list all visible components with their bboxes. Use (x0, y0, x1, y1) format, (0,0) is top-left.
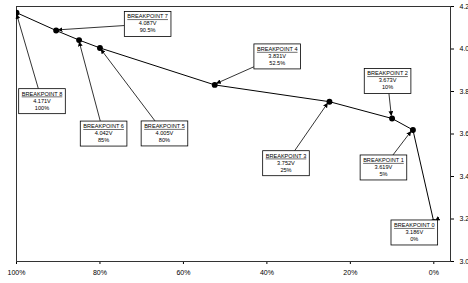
svg-text:60%: 60% (176, 269, 190, 276)
svg-text:5%: 5% (379, 171, 387, 177)
svg-text:4.2: 4.2 (460, 3, 468, 10)
svg-text:BREAKPOINT 1: BREAKPOINT 1 (363, 157, 404, 163)
svg-text:52.5%: 52.5% (269, 60, 285, 66)
svg-text:BREAKPOINT 0: BREAKPOINT 0 (394, 222, 435, 228)
svg-text:BREAKPOINT 8: BREAKPOINT 8 (22, 91, 63, 97)
svg-text:100%: 100% (35, 105, 49, 111)
svg-text:40%: 40% (260, 269, 274, 276)
svg-text:4.0: 4.0 (460, 45, 468, 52)
svg-text:BREAKPOINT 4: BREAKPOINT 4 (257, 46, 298, 52)
svg-text:4.042V: 4.042V (95, 130, 113, 136)
svg-text:3.186V: 3.186V (405, 229, 423, 235)
svg-text:BREAKPOINT 6: BREAKPOINT 6 (83, 123, 124, 129)
svg-text:80%: 80% (93, 269, 107, 276)
svg-text:100%: 100% (8, 269, 26, 276)
svg-text:BREAKPOINT 2: BREAKPOINT 2 (367, 70, 408, 76)
svg-text:4.171V: 4.171V (33, 98, 51, 104)
svg-text:10%: 10% (382, 84, 393, 90)
svg-text:BREAKPOINT 3: BREAKPOINT 3 (266, 153, 307, 159)
svg-text:BREAKPOINT 5: BREAKPOINT 5 (144, 123, 185, 129)
svg-text:90.5%: 90.5% (140, 27, 156, 33)
svg-text:80%: 80% (159, 137, 170, 143)
svg-text:3.752V: 3.752V (277, 160, 295, 166)
svg-text:20%: 20% (343, 269, 357, 276)
svg-text:3.831V: 3.831V (268, 53, 286, 59)
svg-text:3.8: 3.8 (460, 88, 468, 95)
svg-text:4.005V: 4.005V (156, 130, 174, 136)
svg-text:3.6: 3.6 (460, 130, 468, 137)
svg-text:0%: 0% (410, 236, 418, 242)
svg-text:3.673V: 3.673V (379, 77, 397, 83)
svg-text:3.0: 3.0 (460, 258, 468, 265)
svg-text:3.2: 3.2 (460, 215, 468, 222)
svg-text:3.619V: 3.619V (375, 164, 393, 170)
svg-text:3.4: 3.4 (460, 173, 468, 180)
svg-text:0%: 0% (429, 269, 439, 276)
svg-text:85%: 85% (98, 137, 109, 143)
svg-text:BREAKPOINT 7: BREAKPOINT 7 (127, 13, 168, 19)
svg-text:25%: 25% (280, 167, 291, 173)
svg-text:4.087V: 4.087V (139, 20, 157, 26)
